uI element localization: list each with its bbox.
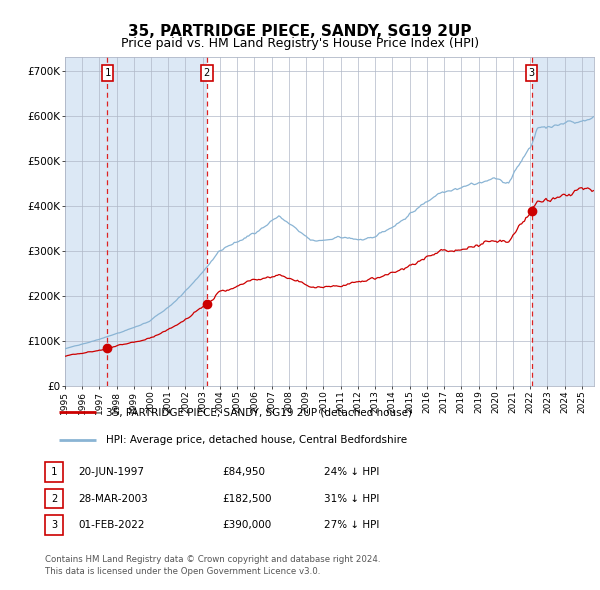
Bar [207, 57, 532, 386]
Text: HPI: Average price, detached house, Central Bedfordshire: HPI: Average price, detached house, Cent… [106, 435, 407, 444]
Text: 24% ↓ HPI: 24% ↓ HPI [324, 467, 379, 477]
Bar [107, 57, 207, 386]
Text: 1: 1 [104, 68, 110, 78]
Text: 35, PARTRIDGE PIECE, SANDY, SG19 2UP: 35, PARTRIDGE PIECE, SANDY, SG19 2UP [128, 24, 472, 38]
Text: 35, PARTRIDGE PIECE, SANDY, SG19 2UP (detached house): 35, PARTRIDGE PIECE, SANDY, SG19 2UP (de… [106, 408, 412, 417]
Text: £84,950: £84,950 [222, 467, 265, 477]
Text: 28-MAR-2003: 28-MAR-2003 [78, 494, 148, 503]
Text: 2: 2 [51, 494, 57, 503]
Text: 27% ↓ HPI: 27% ↓ HPI [324, 520, 379, 530]
Bar [65, 57, 107, 386]
Text: 2: 2 [204, 68, 210, 78]
Text: 20-JUN-1997: 20-JUN-1997 [78, 467, 144, 477]
Text: Price paid vs. HM Land Registry's House Price Index (HPI): Price paid vs. HM Land Registry's House … [121, 37, 479, 50]
Text: 31% ↓ HPI: 31% ↓ HPI [324, 494, 379, 503]
Text: 01-FEB-2022: 01-FEB-2022 [78, 520, 145, 530]
Text: £182,500: £182,500 [222, 494, 271, 503]
Bar [532, 57, 594, 386]
Text: 3: 3 [51, 520, 57, 530]
Text: Contains HM Land Registry data © Crown copyright and database right 2024.
This d: Contains HM Land Registry data © Crown c… [45, 555, 380, 576]
Text: 1: 1 [51, 467, 57, 477]
Text: 3: 3 [529, 68, 535, 78]
Text: £390,000: £390,000 [222, 520, 271, 530]
